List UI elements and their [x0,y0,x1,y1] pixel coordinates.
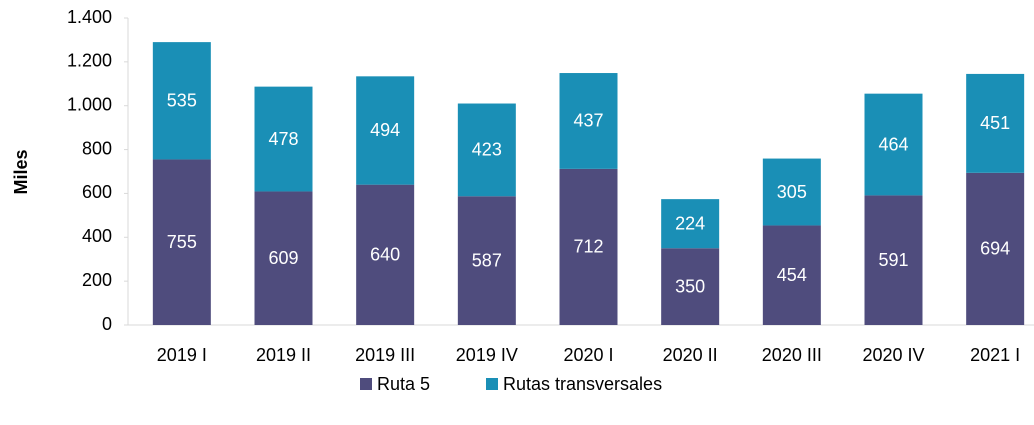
bar-segment [661,248,720,325]
legend-label: Rutas transversales [503,374,662,394]
bar-segment [762,158,821,226]
data-label: 350 [675,276,705,296]
data-label: 437 [573,111,603,131]
data-label: 755 [167,232,197,252]
x-tick-label: 2019 IV [456,345,518,365]
x-tick-label: 2020 II [663,345,718,365]
bar-segment [152,42,211,160]
data-label: 494 [370,120,400,140]
bar-segment [254,191,313,325]
y-axis-label: Miles [11,149,31,194]
x-tick-label: 2020 IV [862,345,924,365]
legend-swatch [486,378,498,390]
data-label: 305 [777,182,807,202]
bar-segment [559,73,618,169]
bar-segment [457,196,516,325]
y-tick-label: 800 [82,138,112,158]
x-tick-label: 2019 I [157,345,207,365]
y-tick-label: 1.400 [67,7,112,27]
x-tick-label: 2020 III [762,345,822,365]
data-label: 640 [370,245,400,265]
bar-segment [152,159,211,325]
data-label: 587 [472,250,502,270]
data-label: 224 [675,213,705,233]
data-label: 451 [980,113,1010,133]
bar-segment [254,86,313,192]
legend-swatch [360,378,372,390]
data-label: 712 [573,237,603,257]
data-label: 535 [167,91,197,111]
data-label: 478 [268,129,298,149]
data-label: 454 [777,265,807,285]
legend-label: Ruta 5 [377,374,430,394]
x-tick-label: 2019 II [256,345,311,365]
y-tick-label: 1.000 [67,94,112,114]
y-tick-label: 1.200 [67,51,112,71]
y-tick-label: 400 [82,226,112,246]
data-label: 591 [878,250,908,270]
bar-segment [966,73,1025,173]
bar-segment [559,168,618,325]
y-tick-label: 0 [102,314,112,334]
data-label: 423 [472,140,502,160]
bar-segment [356,76,415,185]
bar-segment [864,195,923,325]
bar-segment [762,225,821,325]
x-tick-label: 2019 III [355,345,415,365]
data-label: 694 [980,239,1010,259]
x-tick-label: 2021 I [970,345,1020,365]
x-tick-label: 2020 I [563,345,613,365]
bar-segment [864,93,923,196]
y-tick-label: 200 [82,270,112,290]
y-tick-label: 600 [82,182,112,202]
bar-segment [966,172,1025,325]
data-label: 609 [268,248,298,268]
bar-segment [457,103,516,197]
bar-segment [356,184,415,325]
data-label: 464 [878,134,908,154]
bar-segment [661,199,720,249]
